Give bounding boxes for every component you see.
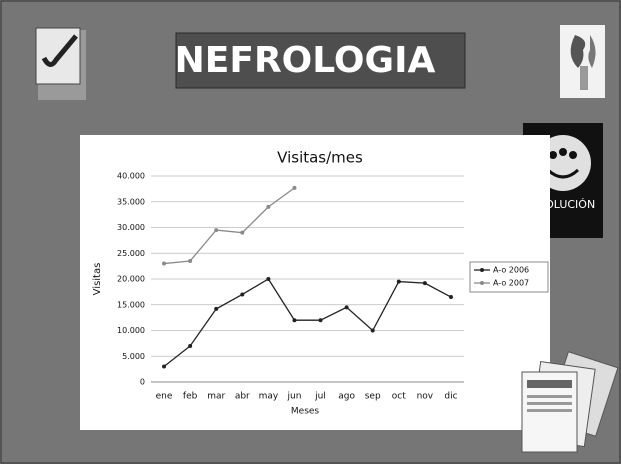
data-point: [188, 344, 192, 348]
data-point: [188, 259, 192, 263]
data-point: [449, 295, 453, 299]
data-point: [240, 292, 244, 296]
x-tick-label: jul: [314, 392, 326, 402]
y-tick-label: 30.000: [117, 223, 145, 232]
x-tick-label: nov: [417, 392, 434, 402]
data-point: [162, 262, 166, 266]
x-tick-label: abr: [235, 392, 250, 402]
data-point: [214, 228, 218, 232]
page: {"header": {"title": "NEFROLOGIA", "badg…: [0, 0, 621, 464]
y-tick-label: 20.000: [117, 275, 145, 284]
data-point: [345, 305, 349, 309]
x-tick-label: feb: [183, 392, 198, 402]
legend-label: A-o 2007: [493, 279, 529, 288]
x-tick-label: ene: [156, 392, 173, 402]
data-point: [371, 329, 375, 333]
data-point: [423, 281, 427, 285]
x-tick-label: dic: [444, 392, 457, 402]
data-point: [266, 205, 270, 209]
kidney-icon: [560, 25, 605, 98]
slide: NEFROLOGIA EVOLUCIÓN Visitas/mes Meses V…: [0, 0, 621, 464]
y-tick-label: 25.000: [117, 249, 145, 258]
legend-label: A-o 2006: [493, 266, 529, 275]
chart-title: Visitas/mes: [277, 149, 363, 167]
data-point: [214, 307, 218, 311]
x-tick-label: sep: [365, 392, 381, 402]
x-tick-label: oct: [392, 392, 406, 402]
legend-marker: [480, 281, 484, 285]
y-tick-label: 10.000: [117, 326, 145, 335]
x-tick-label: mar: [207, 392, 225, 402]
legend-marker: [480, 268, 484, 272]
y-axis-label: Visitas: [92, 263, 103, 296]
data-point: [266, 277, 270, 281]
y-tick-label: 5.000: [122, 352, 145, 361]
y-tick-label: 40.000: [117, 172, 145, 181]
data-point: [292, 318, 296, 322]
data-point: [397, 280, 401, 284]
y-tick-label: 15.000: [117, 300, 145, 309]
x-tick-label: jun: [286, 392, 301, 402]
x-axis-label: Meses: [291, 407, 320, 417]
x-tick-label: ago: [338, 392, 355, 402]
check-icon: [36, 28, 86, 100]
data-point: [319, 318, 323, 322]
slide-title: NEFROLOGIA: [175, 40, 436, 81]
y-tick-label: 0: [140, 378, 145, 387]
data-point: [162, 365, 166, 369]
data-point: [240, 231, 244, 235]
data-point: [292, 186, 296, 190]
x-tick-label: may: [259, 392, 279, 402]
y-tick-label: 35.000: [117, 197, 145, 206]
